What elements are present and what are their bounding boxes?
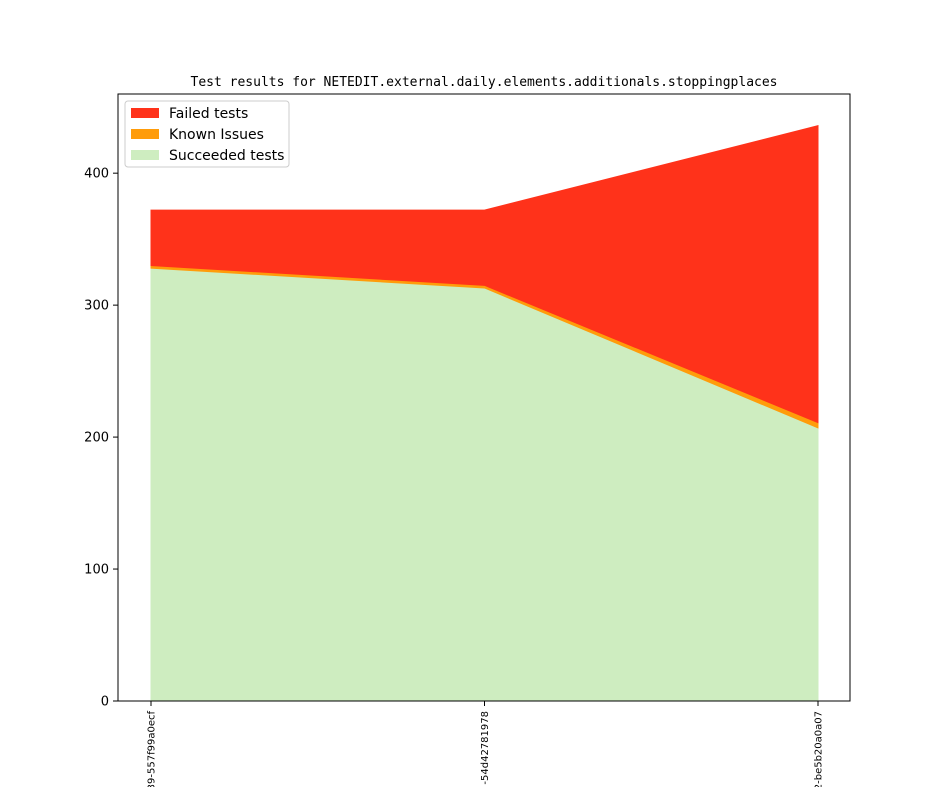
x-tick-label: 2-be5b20a0a07 bbox=[814, 711, 825, 787]
y-tick-label: 200 bbox=[84, 431, 109, 446]
x-tick-label: 39-557f99a0ecf bbox=[147, 711, 158, 787]
legend-swatch bbox=[131, 108, 159, 118]
chart-title: Test results for NETEDIT.external.daily.… bbox=[191, 75, 778, 90]
y-tick-label: 0 bbox=[101, 695, 109, 710]
y-axis: 0 100 200 300 400 bbox=[84, 167, 118, 710]
y-tick-label: 100 bbox=[84, 563, 109, 578]
x-tick-label: -54d42781978 bbox=[480, 711, 491, 785]
legend-label: Known Issues bbox=[169, 127, 264, 143]
legend-swatch bbox=[131, 150, 159, 160]
plot-areas bbox=[150, 125, 819, 702]
x-axis: 39-557f99a0ecf -54d42781978 2-be5b20a0a07 bbox=[147, 701, 825, 787]
legend-label: Failed tests bbox=[169, 106, 248, 122]
legend-label: Succeeded tests bbox=[169, 148, 284, 164]
area-failed-tests bbox=[150, 125, 819, 424]
y-tick-label: 400 bbox=[84, 167, 109, 182]
legend-swatch bbox=[131, 129, 159, 139]
y-tick-label: 300 bbox=[84, 299, 109, 314]
legend: Failed tests Known Issues Succeeded tests bbox=[124, 100, 290, 168]
legend-box bbox=[124, 100, 290, 168]
